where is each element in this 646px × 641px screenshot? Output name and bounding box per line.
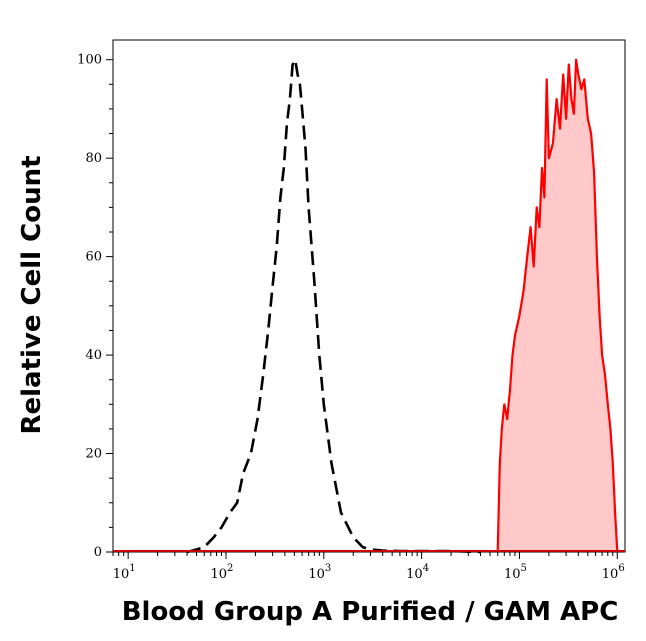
y-tick-label: 0 [94, 545, 102, 560]
x-tick-label: 104 [406, 563, 429, 582]
histogram-line-1 [496, 58, 619, 553]
x-tick-label: 102 [211, 563, 234, 582]
x-tick-label: 105 [504, 563, 527, 582]
x-tick-label: 106 [602, 563, 625, 582]
y-tick-label: 40 [85, 348, 102, 363]
y-tick-label: 80 [85, 151, 102, 166]
x-axis-title: Blood Group A Purified / GAM APC [122, 597, 619, 627]
x-tick-label: 101 [113, 563, 136, 582]
y-tick-label: 60 [85, 250, 102, 265]
y-tick-label: 20 [85, 447, 102, 462]
x-tick-label: 103 [308, 563, 331, 582]
y-tick-label: 100 [77, 53, 102, 68]
y-axis-title: Relative Cell Count [17, 155, 47, 434]
histogram-fill-1 [497, 59, 618, 552]
histogram-line-0 [186, 58, 481, 554]
